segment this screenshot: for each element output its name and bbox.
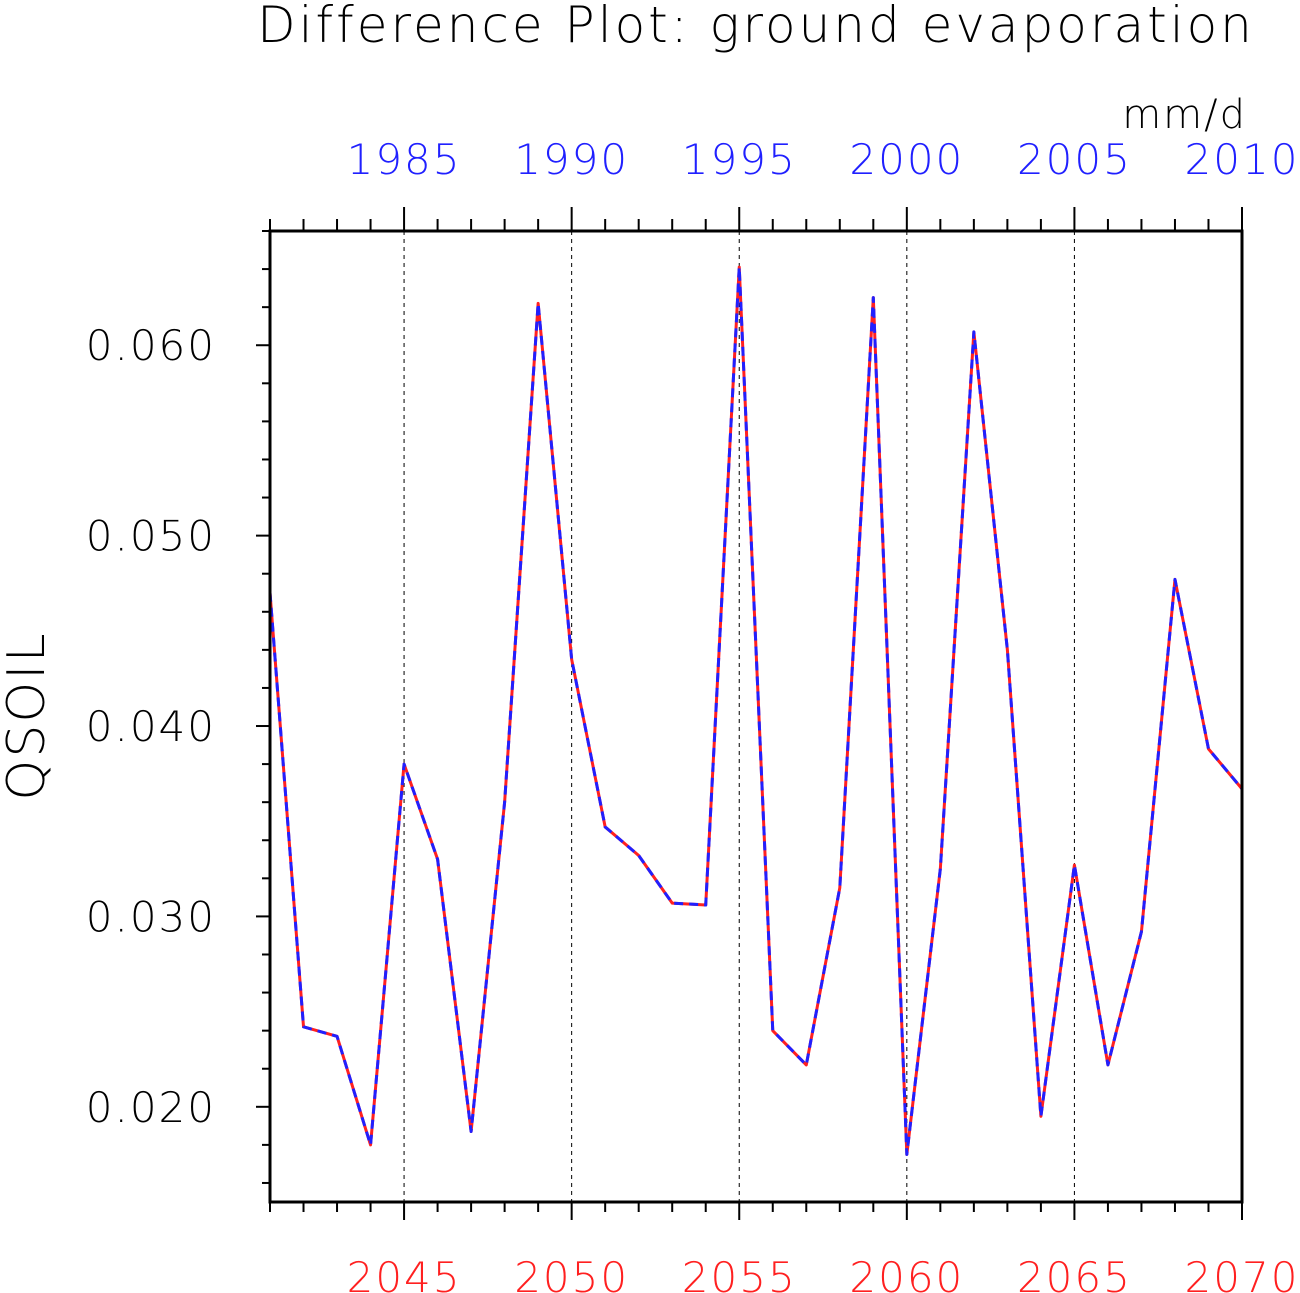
top-x-tick-label: 1985	[347, 135, 462, 184]
y-tick-label: 0.020	[86, 1083, 216, 1132]
top-x-tick-label: 2005	[1017, 135, 1132, 184]
top-x-tick-label: 2010	[1185, 135, 1300, 184]
bottom-x-tick-label: 2045	[347, 1253, 462, 1293]
y-tick-label: 0.050	[86, 512, 216, 561]
series-line-bottom-axis	[268, 265, 1244, 1156]
top-x-tick-labels: 1985 1990 1995 2000 2005 2010	[347, 135, 1300, 184]
y-tick-labels: 0.020 0.030 0.040 0.050 0.060	[86, 321, 216, 1132]
vertical-gridlines	[403, 231, 1075, 1202]
data-series	[268, 265, 1244, 1156]
y-axis-label: QSOIL	[0, 631, 57, 800]
y-tick-label: 0.030	[86, 892, 216, 941]
top-x-tick-label: 1990	[514, 135, 629, 184]
top-x-tick-label: 2000	[849, 135, 964, 184]
bottom-x-tick-label: 2070	[1185, 1253, 1300, 1293]
bottom-x-tick-label: 2055	[682, 1253, 797, 1293]
bottom-x-tick-labels: 2045 2050 2055 2060 2065 2070	[347, 1253, 1300, 1293]
series-line-top-axis	[268, 265, 1244, 1156]
bottom-x-tick-label: 2060	[849, 1253, 964, 1293]
y-tick-label: 0.060	[86, 321, 216, 370]
bottom-x-tick-label: 2065	[1017, 1253, 1132, 1293]
top-x-tick-label: 1995	[682, 135, 797, 184]
y-tick-label: 0.040	[86, 702, 216, 751]
bottom-x-tick-label: 2050	[514, 1253, 629, 1293]
plot-frame	[268, 229, 1244, 1204]
chart-title: Difference Plot: ground evaporation	[257, 0, 1255, 54]
units-label: mm/d	[1122, 92, 1247, 138]
